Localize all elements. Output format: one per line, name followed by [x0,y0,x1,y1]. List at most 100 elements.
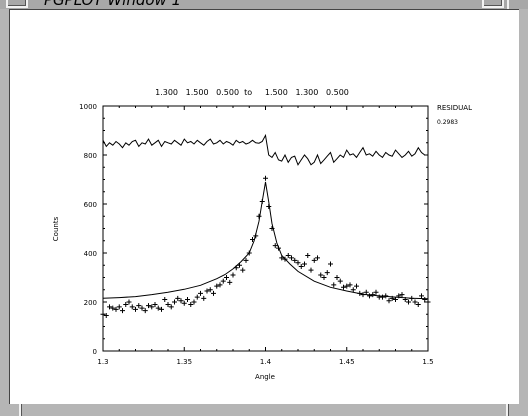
y-axis-label: Counts [52,216,60,241]
data-point [272,243,278,249]
data-point [321,275,327,280]
data-point [243,257,249,263]
data-point [113,306,119,312]
data-point [337,278,343,284]
data-point [152,301,158,307]
data-point [168,304,174,310]
window-frame-left[interactable] [0,9,9,413]
data-point [217,282,223,288]
data-point [367,293,372,299]
chart-marks [100,133,431,318]
data-point [191,299,197,305]
data-point [344,283,350,289]
data-point [227,279,233,285]
data-point [380,294,385,300]
pgplot-chart: 1.300 1.500 0.500 to 1.500 1.300 0.500 R… [52,88,472,381]
data-point [302,261,307,267]
data-point [419,293,424,299]
data-point [412,299,418,305]
data-point [172,299,177,305]
data-point [100,311,106,317]
data-point [194,294,200,300]
data-point [224,275,229,280]
data-point [103,312,109,318]
fit-line [102,181,429,300]
data-point [165,301,171,307]
data-point [406,299,411,305]
data-point [350,287,356,293]
resize-grip-right[interactable] [506,404,508,416]
data-point [386,298,392,304]
data-point [116,304,122,310]
y-tick-label: 200 [84,299,97,307]
data-point [155,305,161,311]
data-point [341,284,346,290]
data-point [305,252,311,258]
data-point [363,289,369,295]
data-point [214,283,220,289]
data-point [347,282,353,288]
residual-label: RESIDUAL [437,104,472,112]
data-point [142,308,148,314]
data-point [120,308,125,314]
data-point [123,301,129,307]
window-frame-right[interactable] [519,9,528,413]
data-point [318,272,324,278]
data-point [295,260,301,266]
x-axis: 1.3 1.35 1.4 1.45 1.5 [97,106,434,366]
data-point [201,295,207,301]
title-bar-divider [507,0,509,9]
plot-canvas: 1.300 1.500 0.500 to 1.500 1.300 0.500 R… [9,9,519,404]
data-point [292,257,298,263]
window-frame-bottom[interactable] [0,404,528,416]
y-tick-label: 600 [84,201,97,209]
data-point [399,292,405,298]
x-tick-label: 1.3 [97,358,108,366]
data-point [149,304,155,310]
data-point [220,278,226,284]
x-axis-label: Angle [255,373,275,381]
x-tick-label: 1.35 [176,358,192,366]
y-tick-label: 800 [84,152,97,160]
data-point [256,213,262,219]
x-tick-label: 1.5 [422,358,433,366]
title-bar[interactable]: PGPLOT Window 1 [0,0,528,9]
data-point [185,297,190,303]
data-point [181,300,187,306]
data-point [230,272,236,278]
data-point [285,252,291,258]
data-point [110,305,116,311]
data-point [315,255,320,261]
residual-line [102,133,428,166]
data-point [204,288,210,294]
data-point [136,303,142,309]
data-point [311,257,317,263]
data-point [139,305,145,311]
data-point [393,297,398,303]
maximize-button[interactable] [482,0,504,8]
data-point [331,282,337,288]
data-point [240,267,246,273]
data-point [211,290,216,296]
data-point [308,267,314,273]
plot-frame [102,105,429,352]
data-point [425,299,431,305]
data-point [373,289,379,295]
y-tick-label: 0 [93,348,97,356]
data-point [334,275,340,280]
data-point [133,306,138,312]
data-point [354,283,359,289]
y-tick-label: 1000 [79,103,97,111]
data-point [298,263,304,269]
data-point [422,297,428,303]
data-point [188,301,194,307]
data-point [207,287,213,293]
data-point [146,303,151,309]
data-point [175,295,181,301]
window-menu-button[interactable] [6,0,28,8]
data-point [415,301,421,307]
window-title: PGPLOT Window 1 [44,0,182,9]
x-tick-label: 1.45 [339,358,355,366]
data-point [107,304,112,310]
resize-grip-left[interactable] [19,404,21,416]
